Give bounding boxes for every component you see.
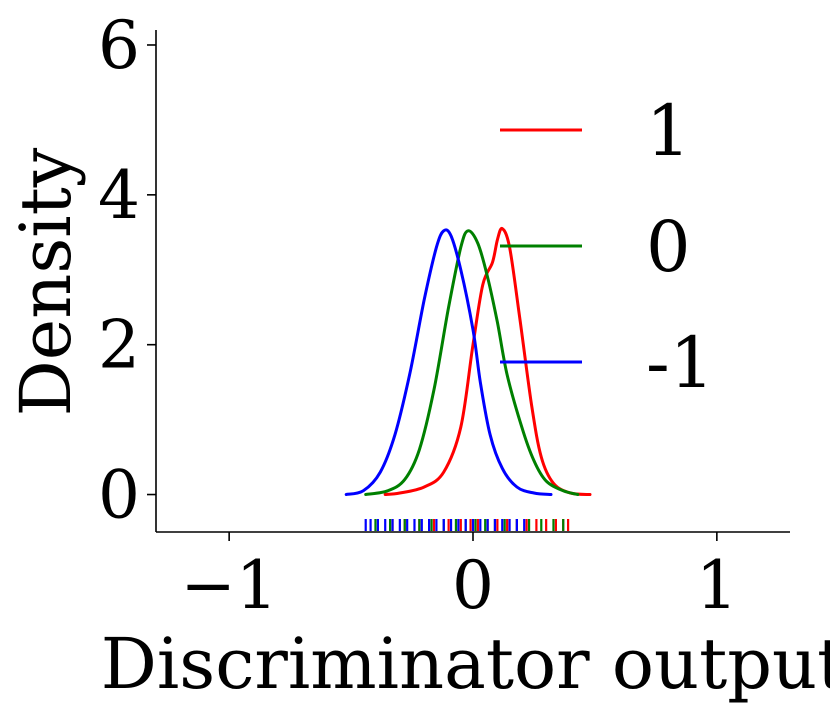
density-line-neg1 bbox=[344, 228, 553, 496]
x-tick-label: 1 bbox=[696, 547, 738, 624]
density-curves bbox=[344, 226, 592, 496]
legend-label-1: 1 bbox=[646, 90, 691, 172]
x-tick-label: −1 bbox=[181, 547, 278, 624]
y-tick-label: 2 bbox=[98, 307, 140, 384]
x-axis-ticks: −1 0 1 bbox=[181, 532, 738, 624]
y-tick-label: 0 bbox=[98, 457, 140, 534]
x-axis-title: Discriminator output bbox=[101, 623, 830, 705]
density-line-1 bbox=[383, 226, 592, 496]
legend-label-neg1: -1 bbox=[646, 322, 714, 404]
legend: 1 0 -1 bbox=[500, 90, 714, 404]
y-axis-title: Density bbox=[5, 147, 87, 416]
rug-marks bbox=[364, 519, 570, 531]
y-axis-ticks: 0 2 4 6 bbox=[98, 7, 156, 534]
x-tick-label: 0 bbox=[452, 547, 494, 624]
y-tick-label: 4 bbox=[98, 157, 140, 234]
legend-label-0: 0 bbox=[646, 206, 691, 288]
density-line-0 bbox=[364, 229, 580, 496]
y-tick-label: 6 bbox=[98, 7, 140, 84]
